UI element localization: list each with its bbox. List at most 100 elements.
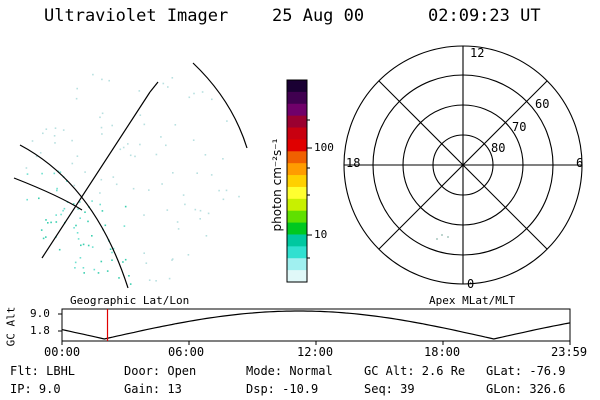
aurora-speckle — [72, 203, 75, 205]
aurora-speckle — [82, 243, 85, 246]
aurora-speckle — [128, 275, 130, 277]
aurora-speckle — [127, 143, 129, 145]
aurora-speckle — [199, 209, 202, 212]
aurora-speckle — [101, 133, 103, 135]
aurora-speckle — [42, 132, 44, 135]
aurora-speckle — [75, 97, 78, 100]
footer-door: Door: Open — [124, 364, 197, 378]
aurora-speckle — [79, 201, 81, 203]
colorbar-segment — [287, 246, 307, 259]
aurora-speckle — [80, 244, 82, 247]
aurora-speckle — [111, 259, 113, 261]
aurora-speckle — [129, 283, 132, 285]
geographic-image-panel — [13, 62, 248, 289]
aurora-speckle — [172, 172, 174, 174]
aurora-speckle — [26, 173, 29, 175]
aurora-speckle — [101, 112, 104, 115]
aurora-speckle — [56, 189, 58, 192]
lat-arc-line — [19, 144, 129, 289]
mlt-label-18: 18 — [346, 156, 361, 170]
footer-gain: Gain: 13 — [124, 382, 182, 396]
aurora-speckle — [66, 180, 68, 182]
colorbar-frame — [286, 79, 308, 283]
aurora-speckle — [100, 126, 103, 129]
time-tick-1800: 18:00 — [424, 345, 461, 359]
aurora-speckle — [112, 176, 115, 178]
aurora-speckle — [134, 155, 136, 158]
aurora-speckle — [100, 260, 103, 263]
aurora-speckle — [122, 261, 124, 263]
aurora-speckle — [222, 198, 225, 201]
aurora-speckle — [25, 167, 28, 169]
aurora-speckle — [118, 277, 120, 279]
aurora-speckle — [45, 219, 47, 221]
footer-glon: GLon: 326.6 — [486, 382, 566, 396]
aurora-speckle — [112, 247, 115, 250]
aurora-speckle — [101, 210, 104, 212]
polar-plot — [343, 45, 583, 285]
aurora-speckle — [104, 224, 107, 227]
aurora-speckle — [47, 222, 49, 224]
aurora-speckle — [171, 259, 173, 261]
aurora-speckle — [148, 189, 150, 191]
colorbar-segment — [287, 115, 307, 129]
colorbar-segment — [287, 163, 307, 176]
colorbar-segment — [287, 198, 307, 212]
aurora-speckle — [108, 79, 110, 82]
aurora-speckle — [129, 154, 132, 157]
aurora-speckle — [193, 92, 195, 95]
aurora-speckle — [99, 203, 101, 206]
aurora-speckle — [62, 129, 65, 131]
image-panel-title: Geographic Lat/Lon — [70, 294, 190, 307]
aurora-speckle — [73, 227, 75, 229]
colorbar-segment — [287, 80, 307, 93]
aurora-speckle — [111, 124, 113, 127]
aurora-speckle — [40, 229, 43, 231]
aurora-speckle — [145, 262, 148, 264]
time-tick-0600: 06:00 — [168, 345, 205, 359]
aurora-speckle — [165, 144, 167, 147]
aurora-speckle — [143, 252, 145, 254]
colorbar-segment — [287, 234, 307, 247]
aurora-speckle — [184, 203, 186, 206]
colorbar-segment — [287, 91, 307, 105]
aurora-speckle — [148, 279, 151, 281]
aurora-speckle — [218, 189, 220, 192]
aurora-speckle — [56, 187, 58, 190]
aurora-speckle — [41, 172, 43, 175]
aurora-speckle — [39, 152, 42, 154]
colorbar-segment — [287, 103, 307, 117]
aurora-speckle — [187, 254, 190, 256]
meridian-line-ext — [149, 81, 159, 93]
instrument-title: Ultraviolet Imager — [44, 6, 229, 26]
colorbar — [286, 79, 312, 283]
aurora-speckle — [100, 178, 103, 181]
aurora-speckle — [84, 211, 86, 213]
mlt-label-12: 12 — [470, 46, 485, 60]
aurora-speckle — [53, 135, 56, 137]
aurora-speckle — [111, 251, 113, 254]
aurora-speckle — [74, 261, 77, 264]
aurora-speckle — [91, 246, 94, 248]
aurora-speckle — [76, 155, 79, 157]
polar-plot-title: Apex MLat/MLT — [429, 294, 516, 307]
aurora-speckle — [124, 205, 127, 208]
time-tick-0000: 00:00 — [44, 345, 81, 359]
aurora-speckle — [77, 208, 79, 210]
time-tick-1200: 12:00 — [297, 345, 334, 359]
aurora-speckle — [92, 73, 94, 76]
lat-arc-line-2 — [13, 177, 83, 211]
aurora-speckle — [211, 98, 213, 101]
colorbar-segment — [287, 258, 307, 271]
colorbar-segment — [287, 210, 307, 224]
altitude-tick-9: 9.0 — [30, 307, 50, 320]
aurora-speckle — [54, 142, 56, 144]
mlat-label-60: 60 — [535, 97, 550, 111]
colorbar-segment — [287, 222, 307, 236]
footer-filter: Flt: LBHL — [10, 364, 76, 378]
aurora-speckle — [75, 224, 77, 227]
aurora-speckle — [166, 209, 169, 211]
footer-glat: GLat: -76.9 — [486, 364, 566, 378]
aurora-speckle — [139, 143, 141, 146]
